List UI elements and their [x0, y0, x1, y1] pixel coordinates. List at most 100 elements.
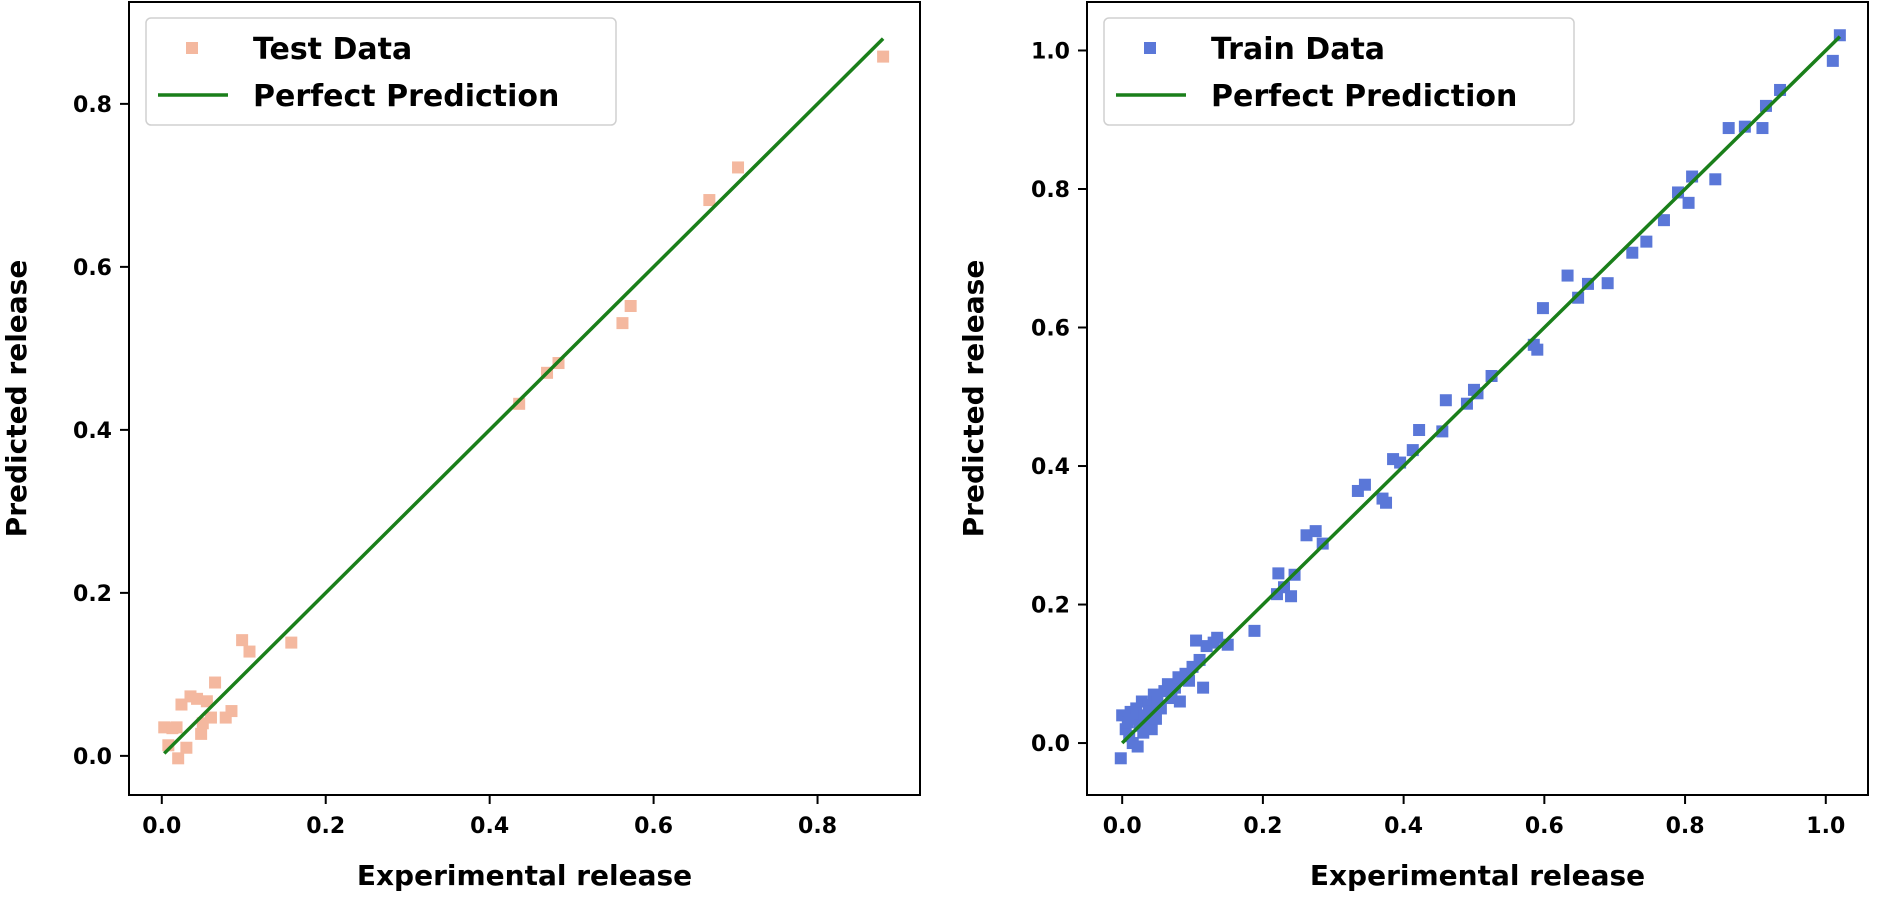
data-point: [191, 692, 204, 705]
data-point: [236, 634, 249, 647]
y-tick-label: 0.4: [1031, 455, 1070, 480]
y-tick-label: 0.0: [1031, 732, 1070, 757]
chart-panel-2: 0.0 0.2 0.4 0.6 0.8 1.0 0.0 0.2 0.4 0.6 0.8 1.0 Expe…: [957, 1, 1869, 892]
x-tick-label: 0.0: [142, 814, 181, 839]
data-point: [1190, 634, 1203, 647]
data-point: [1173, 695, 1186, 708]
data-point: [1722, 122, 1735, 135]
data-point: [616, 317, 629, 330]
legend-marker-square: [1144, 42, 1156, 54]
plot-frame: [128, 1, 921, 796]
data-point: [624, 299, 637, 312]
data-point: [200, 695, 213, 708]
data-point: [1672, 186, 1685, 199]
x-tick-label: 0.2: [306, 814, 345, 839]
data-point: [1380, 496, 1393, 509]
x-tick-label: 0.4: [1384, 814, 1423, 839]
perfect-prediction-line: [163, 37, 885, 755]
legend-marker-square: [186, 42, 198, 54]
legend-entry-label: Test Data: [253, 32, 412, 67]
y-axis-label: Predicted release: [957, 260, 990, 538]
data-point: [180, 741, 193, 754]
data-point: [1561, 269, 1574, 282]
x-tick-label: 1.0: [1806, 814, 1845, 839]
data-point: [1572, 291, 1585, 304]
x-axis-label: Experimental release: [1310, 859, 1645, 892]
data-point: [1272, 567, 1285, 580]
data-point: [1149, 712, 1162, 725]
y-tick-label: 0.6: [1031, 317, 1070, 342]
x-tick-label: 0.8: [1666, 814, 1705, 839]
y-tick-label: 1.0: [1031, 39, 1070, 64]
scatter-series: [158, 50, 890, 765]
data-point: [1114, 752, 1127, 765]
x-tick-label: 0.6: [634, 814, 673, 839]
legend: Test Data Perfect Prediction: [145, 17, 617, 126]
plot-frame: [1086, 1, 1869, 796]
y-tick-label: 0.6: [73, 256, 112, 281]
data-point: [285, 636, 298, 649]
y-axis-label: Predicted release: [0, 260, 33, 538]
data-point: [1436, 425, 1449, 438]
data-point: [1709, 173, 1722, 186]
data-point: [1601, 277, 1614, 290]
data-point: [1738, 120, 1751, 133]
data-point: [703, 194, 716, 207]
legend-entry-label: Perfect Prediction: [253, 79, 559, 114]
y-tick-label: 0.4: [73, 419, 112, 444]
data-point: [1248, 624, 1261, 637]
x-tick-label: 0.6: [1525, 814, 1564, 839]
data-point: [1197, 681, 1210, 694]
data-point: [1300, 529, 1313, 542]
legend-entry-label: Train Data: [1211, 32, 1385, 67]
y-tick-label: 0.2: [73, 582, 112, 607]
y-tick-label: 0.0: [73, 745, 112, 770]
data-point: [1640, 235, 1653, 248]
x-tick-label: 0.0: [1103, 814, 1142, 839]
legend: Train Data Perfect Prediction: [1103, 17, 1575, 126]
data-point: [877, 50, 890, 63]
data-point: [1439, 394, 1452, 407]
y-tick-label: 0.8: [1031, 178, 1070, 203]
data-point: [513, 397, 526, 410]
legend-entry-label: Perfect Prediction: [1211, 79, 1517, 114]
perfect-prediction-line: [1120, 35, 1842, 745]
data-point: [1756, 122, 1769, 135]
x-tick-label: 0.2: [1243, 814, 1282, 839]
data-point: [243, 645, 256, 658]
data-point: [175, 698, 188, 711]
data-point: [1168, 681, 1181, 694]
data-point: [209, 676, 222, 689]
data-point: [1826, 54, 1839, 67]
x-axis-label: Experimental release: [357, 859, 692, 892]
data-point: [1154, 702, 1167, 715]
data-point: [732, 161, 745, 174]
data-point: [1278, 581, 1291, 594]
data-point: [1536, 302, 1549, 315]
data-point: [225, 705, 238, 718]
legend-box: [1103, 17, 1575, 126]
x-tick-label: 0.4: [470, 814, 509, 839]
data-point: [1485, 369, 1498, 382]
data-point: [172, 752, 185, 765]
data-point: [1145, 723, 1158, 736]
legend-box: [145, 17, 617, 126]
data-point: [1531, 343, 1544, 356]
data-point: [1183, 674, 1196, 687]
x-tick-label: 0.8: [798, 814, 837, 839]
data-point: [1413, 424, 1426, 437]
chart-panel-1: 0.0 0.2 0.4 0.6 0.8 0.0 0.2 0.4 0.6 0.8 Experiment…: [0, 1, 921, 892]
data-point: [1211, 631, 1224, 644]
data-point: [1682, 196, 1695, 209]
data-point: [1657, 214, 1670, 227]
y-tick-label: 0.2: [1031, 594, 1070, 619]
data-point: [204, 711, 217, 724]
data-point: [195, 727, 208, 740]
data-point: [1131, 740, 1144, 753]
data-point: [1626, 246, 1639, 259]
data-point: [1285, 590, 1298, 603]
data-point: [1759, 99, 1772, 112]
data-point: [170, 721, 183, 734]
data-point: [1309, 525, 1322, 538]
